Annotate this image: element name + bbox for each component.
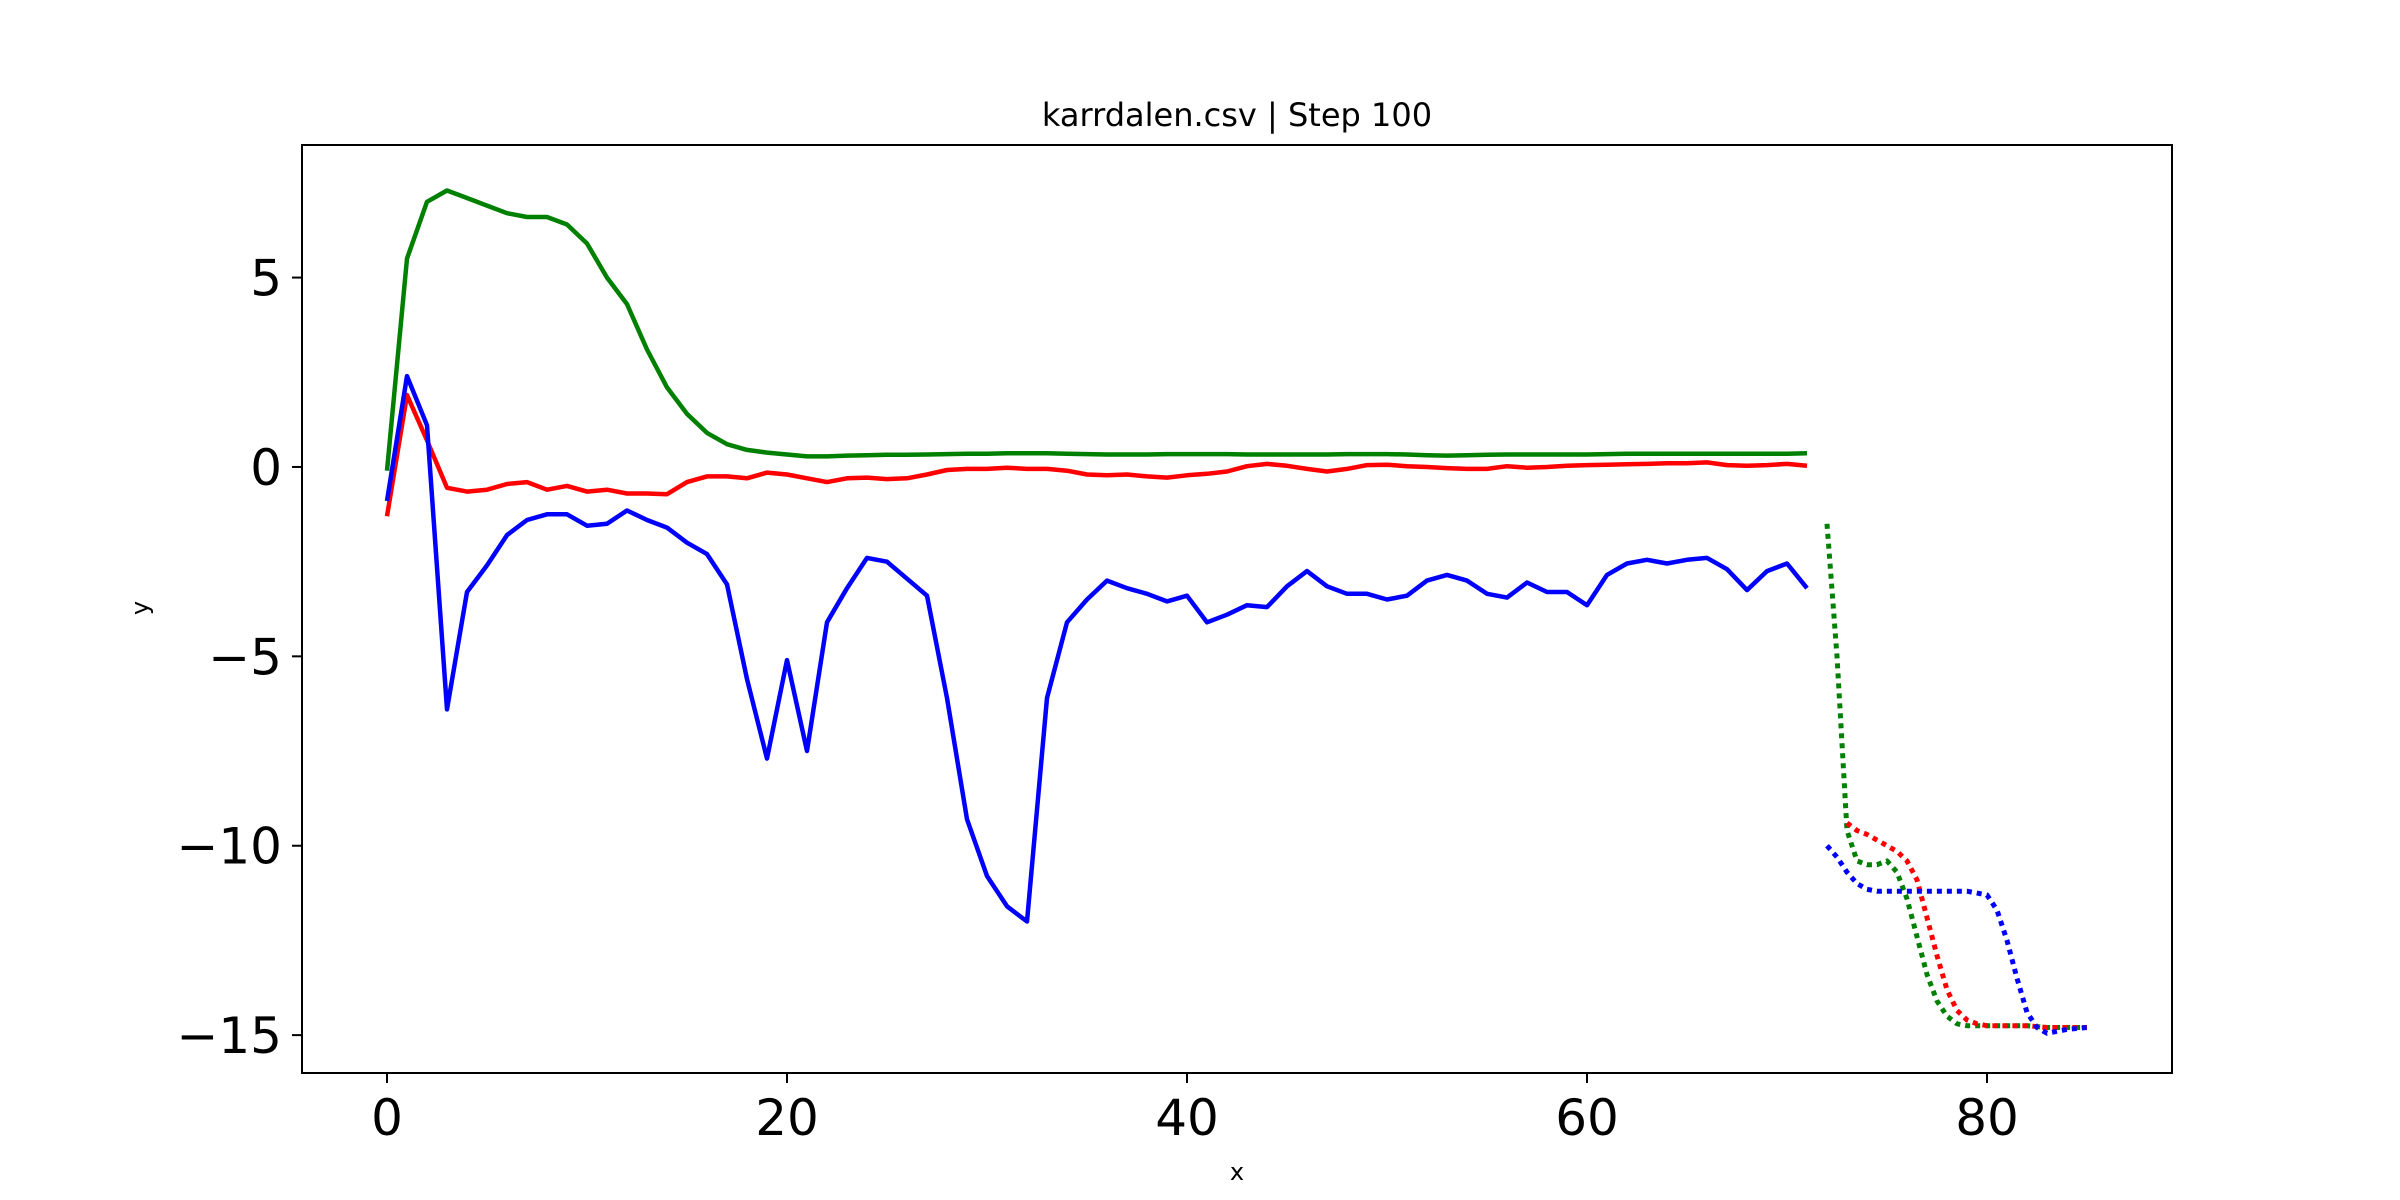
y-tick-label: −15 (176, 1007, 282, 1065)
series-line-3 (384, 373, 1809, 924)
y-tick-label: 5 (250, 250, 282, 308)
series-line-6 (1825, 844, 2088, 1036)
series-line-2 (384, 392, 1808, 517)
y-tick-label: 0 (250, 439, 282, 497)
y-tick-label: −10 (176, 818, 282, 876)
plot-frame (301, 144, 2173, 1074)
x-tick-label: 0 (371, 1089, 403, 1147)
series-line-4 (1824, 523, 2087, 1030)
series-group (384, 188, 2088, 1036)
x-tick-label: 80 (1955, 1089, 2019, 1147)
x-tick-label: 20 (755, 1089, 819, 1147)
y-axis-label: y (126, 601, 154, 615)
x-tick-label: 40 (1155, 1089, 1219, 1147)
y-axis: 5 0 −5 −10 −15 (176, 250, 302, 1065)
y-tick-label: −5 (208, 628, 282, 686)
series-line-5 (1845, 821, 2087, 1030)
x-tick-label: 60 (1555, 1089, 1619, 1147)
x-axis-label: x (1230, 1158, 1244, 1186)
series-line-1 (384, 188, 1808, 471)
chart-title: karrdalen.csv | Step 100 (1042, 96, 1432, 134)
x-axis: 0 20 40 60 80 (371, 1073, 2019, 1147)
